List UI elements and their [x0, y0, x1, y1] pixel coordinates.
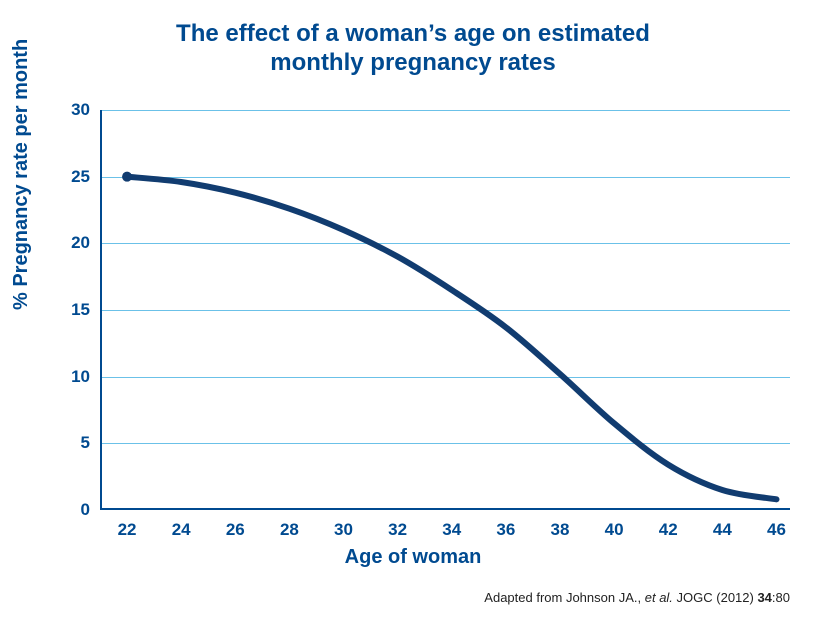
y-tick-label: 25 [71, 167, 90, 187]
citation-prefix: Adapted from Johnson JA., [484, 590, 644, 605]
chart-title: The effect of a woman’s age on estimated… [0, 20, 826, 78]
x-tick-label: 40 [605, 520, 624, 540]
citation-italic: et al. [645, 590, 673, 605]
y-tick-label: 0 [81, 500, 90, 520]
x-tick-label: 22 [118, 520, 137, 540]
y-axis-label: % Pregnancy rate per month [10, 39, 33, 310]
y-tick-label: 30 [71, 100, 90, 120]
x-tick-label: 42 [659, 520, 678, 540]
x-tick-label: 30 [334, 520, 353, 540]
y-tick-label: 10 [71, 367, 90, 387]
y-tick-label: 20 [71, 233, 90, 253]
citation-mid: JOGC (2012) [673, 590, 758, 605]
y-tick-label: 15 [71, 300, 90, 320]
citation-text: Adapted from Johnson JA., et al. JOGC (2… [484, 590, 790, 605]
line-curve-svg [100, 110, 790, 510]
citation-suffix: :80 [772, 590, 790, 605]
x-tick-label: 36 [496, 520, 515, 540]
data-line [127, 177, 776, 500]
x-tick-label: 44 [713, 520, 732, 540]
plot-area: 05101520253022242628303234363840424446 [100, 110, 790, 510]
x-tick-label: 26 [226, 520, 245, 540]
citation-bold: 34 [757, 590, 771, 605]
x-tick-label: 28 [280, 520, 299, 540]
x-tick-label: 34 [442, 520, 461, 540]
x-tick-label: 46 [767, 520, 786, 540]
x-axis-label: Age of woman [0, 546, 826, 569]
start-marker [122, 172, 132, 182]
x-tick-label: 32 [388, 520, 407, 540]
x-tick-label: 24 [172, 520, 191, 540]
y-tick-label: 5 [81, 433, 90, 453]
x-tick-label: 38 [551, 520, 570, 540]
chart-container: The effect of a woman’s age on estimated… [0, 0, 826, 621]
